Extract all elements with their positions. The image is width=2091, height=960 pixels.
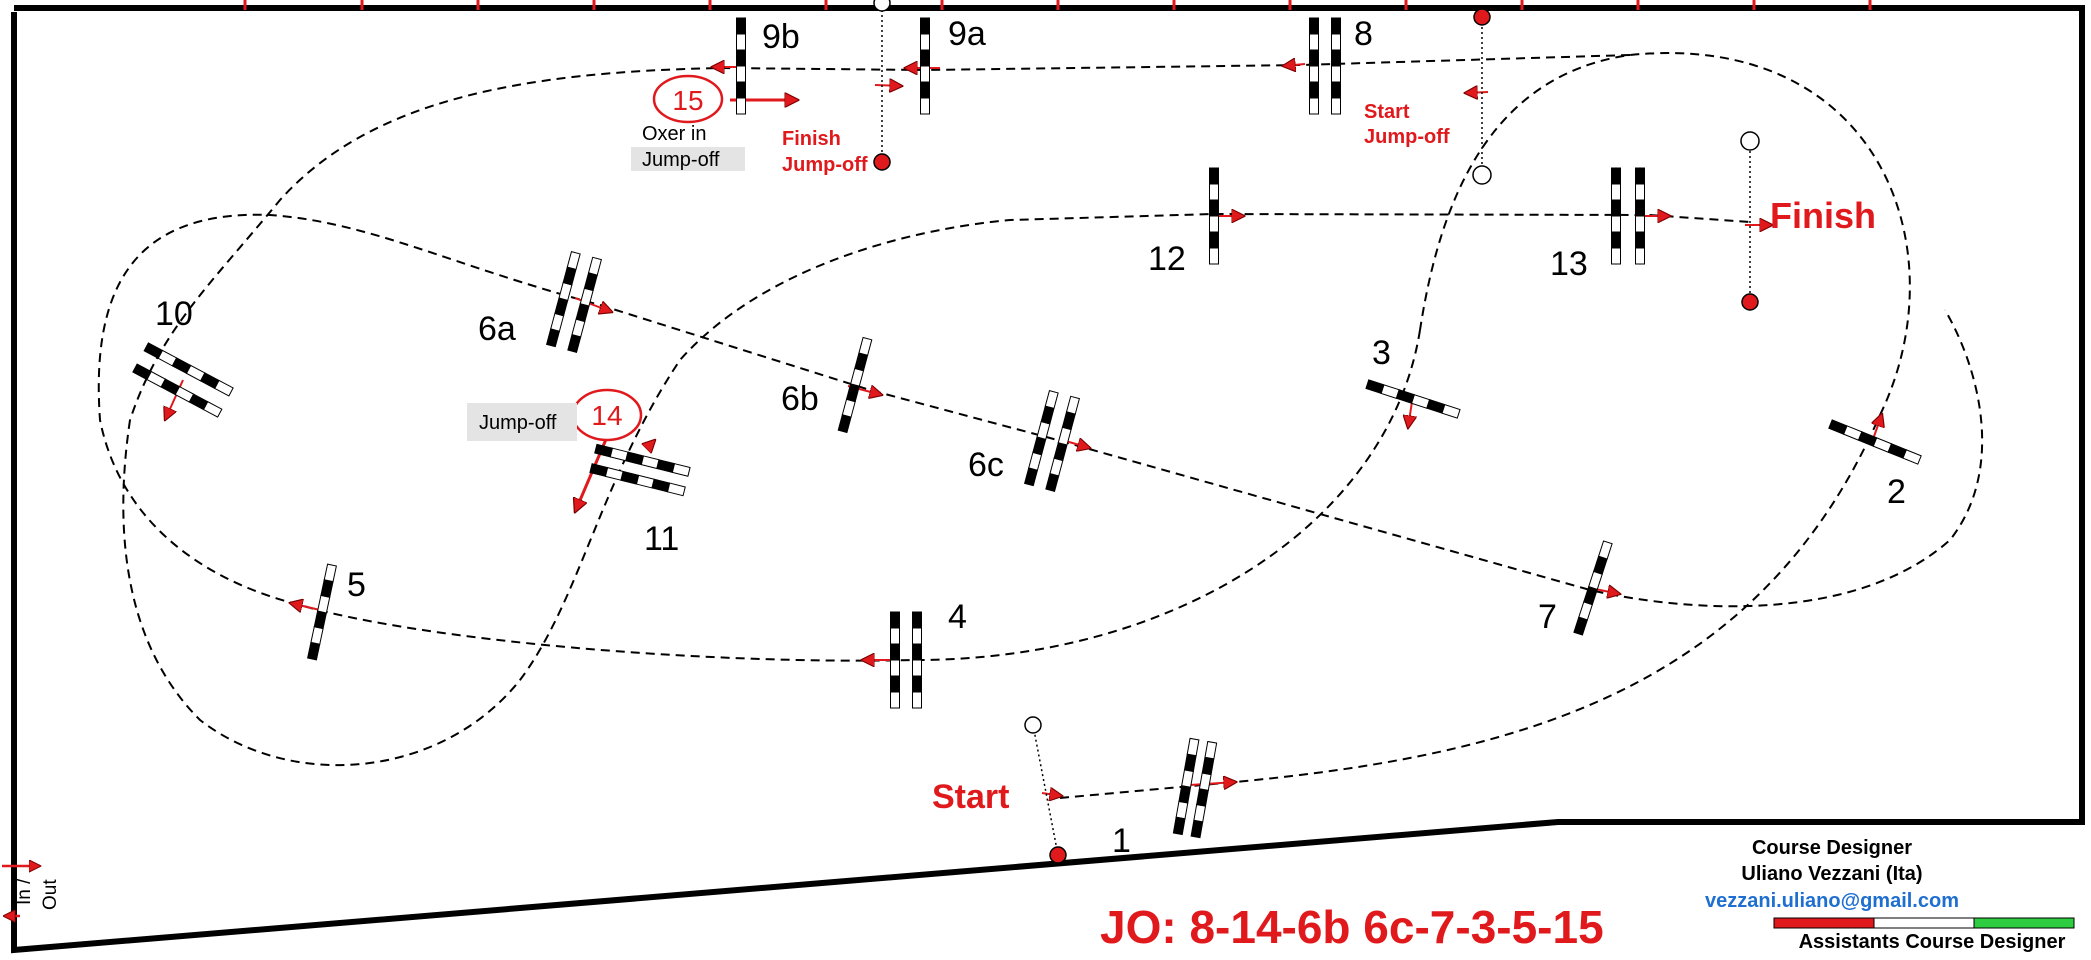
fence-label-8: 8 (1354, 15, 1373, 53)
fence-label-3: 3 (1372, 334, 1391, 372)
in-out-label-line2: Out (40, 879, 61, 910)
fence-label-5: 5 (347, 566, 366, 604)
fence-6a (545, 251, 603, 353)
fence-2 (1828, 419, 1922, 465)
fence-1 (1172, 737, 1218, 839)
jumpoff-fence-15-circle (652, 74, 724, 124)
fence-label-13: 13 (1550, 245, 1588, 283)
arena-distance-ticks (243, 0, 1872, 10)
designer-email[interactable]: vezzani.uliano@gmail.com (1705, 890, 1959, 912)
course-track (97, 52, 1984, 799)
fence-label-9a: 9a (948, 15, 986, 53)
fence-9b (736, 17, 746, 115)
fence-11 (589, 443, 691, 497)
fence-7 (1573, 540, 1613, 636)
jumpoff-fence-14-label: 14 (591, 400, 622, 431)
fence-9a (920, 17, 930, 115)
timing-posts (873, 0, 1760, 864)
timing-lines (881, 5, 1751, 856)
in-out-label-line1: In / (14, 878, 35, 905)
fence-label-4: 4 (948, 598, 967, 636)
fence-label-2: 2 (1887, 473, 1906, 511)
fence-label-6a: 6a (478, 310, 516, 348)
oxer-note: Oxer in (642, 123, 706, 145)
fence-label-12: 12 (1148, 240, 1186, 278)
designer-name: Uliano Vezzani (Ita) (1741, 863, 1922, 885)
finish-jumpoff-label-line2: Jump-off (782, 154, 868, 176)
jumpoff-note-bg-15 (631, 147, 745, 171)
start-jumpoff-label-line1: Start (1364, 101, 1410, 123)
fence-label-1: 1 (1112, 822, 1131, 860)
finish-jumpoff-label-line1: Finish (782, 128, 841, 150)
fence-4 (890, 611, 922, 709)
fence-13 (1611, 167, 1645, 265)
fence-label-6b: 6b (781, 380, 819, 418)
start-label: Start (932, 778, 1009, 816)
fence-5 (307, 563, 337, 661)
finish-label: Finish (1770, 195, 1876, 236)
fences (132, 17, 1922, 839)
jumpoff-sequence: JO: 8-14-6b 6c-7-3-5-15 (1100, 901, 1604, 953)
fence-6b (837, 336, 873, 434)
start-jumpoff-label-line2: Jump-off (1364, 126, 1450, 148)
assistants-title: Assistants Course Designer (1799, 931, 2066, 953)
fence-label-6c: 6c (968, 446, 1004, 484)
flag-stripe (1773, 917, 2075, 929)
fence-label-10: 10 (155, 295, 193, 333)
designer-title: Course Designer (1752, 837, 1912, 859)
jumpoff-note-14: Jump-off (479, 412, 557, 434)
jumpoff-note-15: Jump-off (642, 149, 720, 171)
fence-label-9b: 9b (762, 18, 800, 56)
jumpoff-note-bg-14 (467, 403, 577, 441)
fence-3 (1365, 379, 1461, 419)
fence-10 (132, 342, 234, 418)
fence-label-11: 11 (644, 520, 679, 558)
in-out-gate: In / Out (2, 866, 61, 916)
fence-label-7: 7 (1538, 598, 1557, 636)
arena-border (11, 5, 2085, 954)
fence-6c (1023, 390, 1081, 492)
fence-8 (1309, 17, 1341, 115)
fence-12 (1209, 167, 1219, 265)
jumpoff-fence-15-label: 15 (672, 85, 703, 116)
